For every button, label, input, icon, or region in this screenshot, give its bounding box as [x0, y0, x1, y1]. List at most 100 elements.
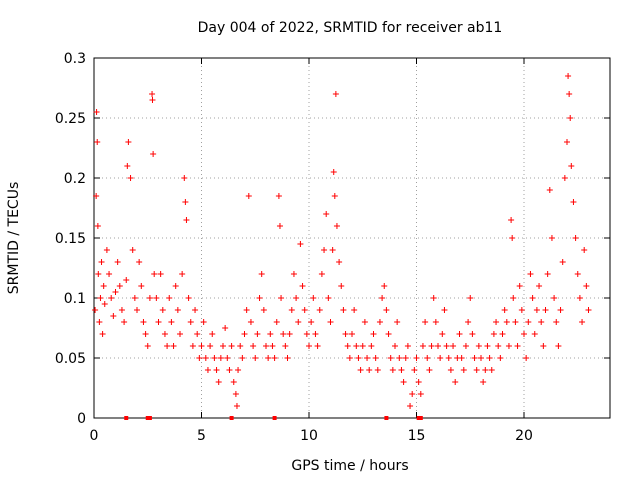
- data-point: [314, 343, 321, 349]
- data-point: [561, 175, 568, 181]
- data-point: [177, 331, 183, 337]
- data-point: [583, 283, 590, 289]
- data-point: [579, 319, 586, 325]
- y-tick-label: 0.05: [55, 351, 86, 367]
- data-point: [372, 355, 379, 361]
- data-point: [512, 319, 519, 325]
- x-tick-label: 5: [197, 428, 206, 444]
- data-point: [318, 271, 325, 277]
- data-point: [185, 295, 192, 301]
- data-point: [144, 343, 151, 349]
- data-point: [149, 91, 156, 97]
- data-point: [333, 223, 340, 229]
- data-point: [527, 271, 534, 277]
- data-point: [142, 331, 149, 337]
- gap-marker: [418, 416, 423, 420]
- data-point: [267, 331, 274, 337]
- data-point: [443, 343, 450, 349]
- data-point: [297, 241, 304, 247]
- data-point: [482, 367, 489, 373]
- data-point: [194, 331, 201, 337]
- data-point: [127, 175, 134, 181]
- data-point: [387, 355, 394, 361]
- x-axis-label: GPS time / hours: [291, 458, 408, 474]
- data-point: [462, 343, 469, 349]
- data-point: [499, 331, 506, 337]
- data-point: [576, 295, 583, 301]
- x-tick-label: 20: [515, 428, 533, 444]
- data-point: [424, 355, 431, 361]
- data-point: [243, 307, 250, 313]
- data-point: [509, 235, 516, 241]
- data-point: [290, 271, 297, 277]
- data-point: [150, 151, 157, 157]
- data-point: [409, 391, 416, 397]
- data-point: [332, 91, 339, 97]
- data-point: [407, 403, 414, 409]
- y-axis-label: SRMTID / TECUs: [6, 182, 22, 295]
- data-point: [486, 355, 493, 361]
- data-point: [432, 319, 439, 325]
- data-point: [224, 355, 231, 361]
- scatter-points: [92, 73, 592, 409]
- data-point: [385, 331, 392, 337]
- data-point: [123, 277, 130, 283]
- data-point: [93, 193, 100, 199]
- data-point: [174, 307, 181, 313]
- data-point: [196, 355, 203, 361]
- data-point: [417, 391, 424, 397]
- data-point: [213, 367, 220, 373]
- data-point: [473, 367, 480, 373]
- data-point: [220, 343, 226, 349]
- data-point: [250, 343, 257, 349]
- data-point: [303, 331, 310, 337]
- data-point: [574, 271, 581, 277]
- data-point: [151, 271, 158, 277]
- gap-markers: [124, 416, 423, 420]
- data-point: [323, 211, 330, 217]
- data-point: [542, 307, 549, 313]
- data-point: [364, 355, 371, 361]
- y-tick-label: 0.15: [55, 231, 86, 247]
- data-point: [161, 331, 168, 337]
- data-point: [568, 163, 575, 169]
- data-point: [493, 319, 500, 325]
- data-point: [312, 331, 319, 337]
- data-point: [316, 307, 323, 313]
- data-point: [452, 379, 459, 385]
- data-point: [346, 355, 353, 361]
- data-point: [310, 295, 317, 301]
- data-point: [396, 355, 403, 361]
- data-point: [95, 271, 102, 277]
- data-point: [551, 295, 558, 301]
- data-point: [125, 139, 132, 145]
- data-point: [426, 367, 433, 373]
- plot-frame: [93, 57, 611, 419]
- data-point: [211, 355, 218, 361]
- data-point: [559, 259, 566, 265]
- data-point: [112, 289, 119, 295]
- data-point: [306, 343, 312, 349]
- data-point: [153, 295, 160, 301]
- data-point: [490, 331, 497, 337]
- data-point: [338, 283, 345, 289]
- gap-marker: [416, 416, 421, 420]
- data-point: [228, 343, 235, 349]
- data-point: [271, 355, 278, 361]
- data-point: [430, 295, 437, 301]
- data-point: [340, 307, 347, 313]
- data-point: [329, 247, 336, 253]
- data-point: [581, 247, 588, 253]
- axis-ticks: 0 0.05 0.1 0.15 0.2 0.25 0.3 0 5 10 15 20: [55, 51, 610, 444]
- data-point: [325, 295, 332, 301]
- data-point: [374, 367, 381, 373]
- gap-marker: [145, 416, 150, 420]
- data-point: [366, 367, 373, 373]
- data-point: [400, 379, 407, 385]
- data-point: [192, 307, 199, 313]
- data-point: [187, 319, 194, 325]
- data-point: [330, 169, 337, 175]
- data-point: [467, 295, 474, 301]
- data-point: [376, 319, 383, 325]
